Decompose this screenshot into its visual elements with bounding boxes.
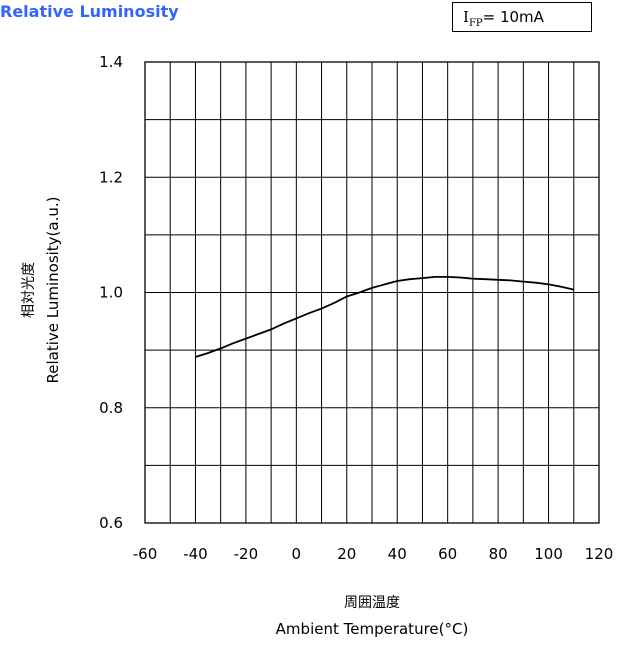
x-tick-label: -40 — [183, 545, 208, 563]
x-tick-label: 80 — [489, 545, 508, 563]
y-tick-label: 1.4 — [99, 53, 123, 71]
y-tick-label: 0.8 — [99, 399, 123, 417]
y-tick-label: 0.6 — [99, 514, 123, 532]
x-tick-label: 20 — [337, 545, 356, 563]
x-tick-label: 100 — [534, 545, 563, 563]
chart-title: Relative Luminosity — [0, 2, 179, 21]
series-line — [195, 275, 575, 358]
condition-subscript: FP — [468, 18, 483, 29]
x-tick-label: 60 — [438, 545, 457, 563]
x-tick-label: 0 — [292, 545, 302, 563]
y-tick-label: 1.0 — [99, 284, 123, 302]
x-axis-label-en: Ambient Temperature(°C) — [275, 620, 469, 638]
x-axis-label-jp: 周囲温度 — [344, 595, 400, 611]
x-tick-label: 120 — [585, 545, 614, 563]
x-axis-label: 周囲温度 Ambient Temperature(°C) — [145, 592, 599, 638]
y-tick-label: 1.2 — [99, 168, 123, 186]
condition-value: = 10mA — [482, 8, 544, 26]
x-tick-label: 40 — [388, 545, 407, 563]
condition-box: IFP= 10mA — [452, 2, 592, 32]
x-tick-label: -60 — [133, 545, 158, 563]
x-tick-label: -20 — [234, 545, 259, 563]
condition-symbol: I — [463, 8, 469, 26]
plot-frame — [144, 61, 600, 524]
